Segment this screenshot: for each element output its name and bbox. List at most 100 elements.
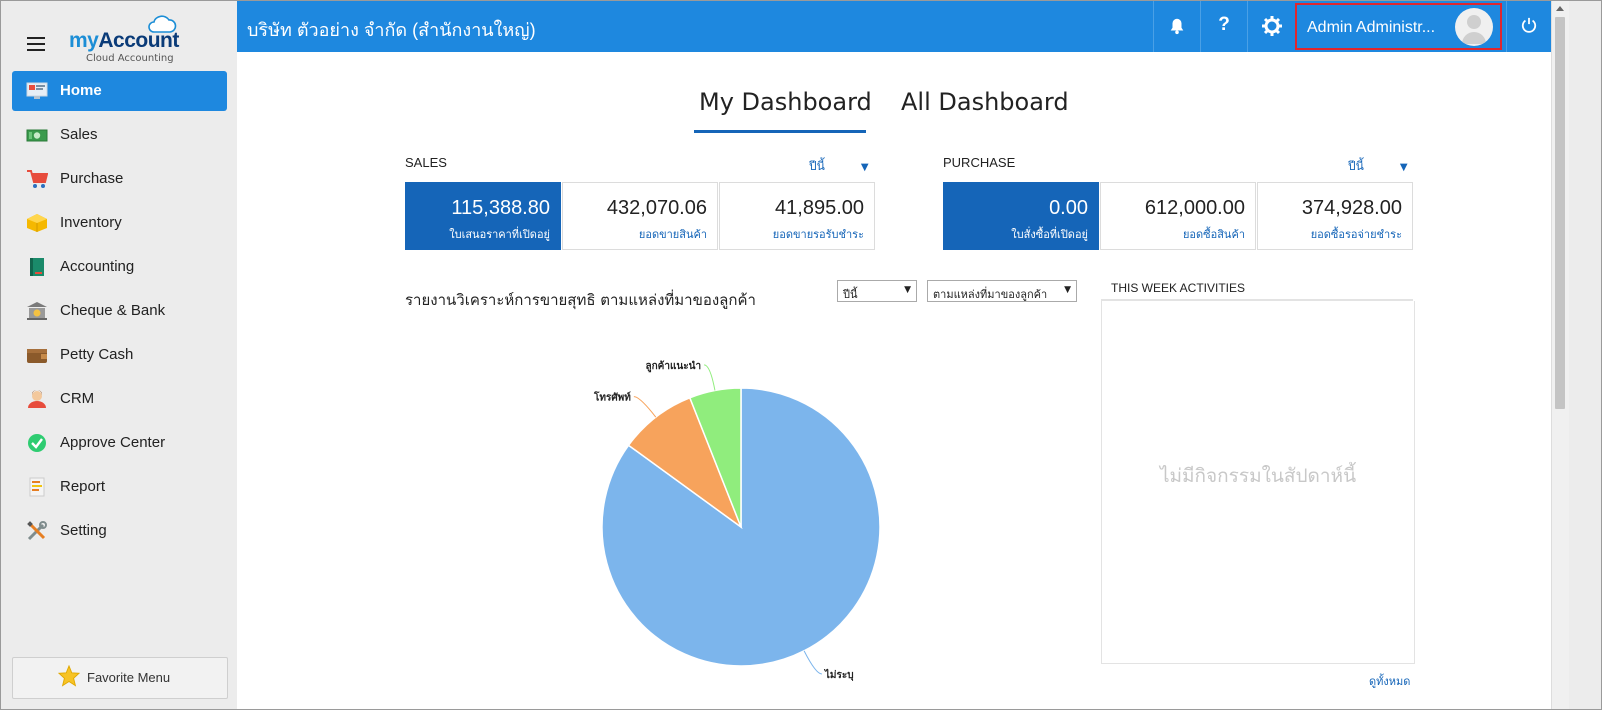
bank-icon <box>27 302 47 320</box>
shopping-cart-icon <box>27 170 48 188</box>
pie-label-connector <box>633 396 657 418</box>
sidebar-item-accounting[interactable]: Accounting <box>12 247 227 287</box>
pie-slice-label: ไม่ระบุ <box>824 668 854 681</box>
kpi-label: ยอดขายสินค้า <box>638 228 707 241</box>
purchase-period-value: ปีนี้ <box>1348 159 1364 173</box>
sidebar: myAccount Cloud Accounting Home Sales Pu… <box>1 1 237 709</box>
logo: myAccount Cloud Accounting <box>69 15 189 65</box>
pie-slice-label: ลูกค้าแนะนำ <box>645 360 701 373</box>
sidebar-item-report[interactable]: Report <box>12 467 227 507</box>
money-icon <box>26 129 48 142</box>
pie-chart: ไม่ระบุ โทรศัพท์ ลูกค้าแนะนำ <box>593 360 881 681</box>
sidebar-item-label: Cheque & Bank <box>60 302 166 319</box>
company-name: บริษัท ตัวอย่าง จำกัด (สำนักงานใหญ่) <box>247 20 536 40</box>
help-icon: ? <box>1218 14 1230 35</box>
chevron-down-icon: ▼ <box>1399 162 1408 173</box>
select-value: ปีนี้ <box>843 288 858 301</box>
user-menu[interactable]: Admin Administr... <box>1295 3 1502 50</box>
activities-panel: ไม่มีกิจกรรมในสัปดาห์นี้ <box>1101 301 1415 664</box>
sidebar-item-label: Petty Cash <box>60 346 134 363</box>
cloud-icon <box>148 15 177 33</box>
sidebar-item-label: Approve Center <box>60 434 166 451</box>
pie-label-connector <box>703 364 716 391</box>
avatar <box>1455 8 1493 46</box>
help-button[interactable]: ? <box>1200 1 1247 52</box>
kpi-label: ยอดซื้อรอจ่ายชำระ <box>1310 228 1402 241</box>
ledger-book-icon <box>30 258 44 276</box>
sidebar-item-approve-center[interactable]: Approve Center <box>12 423 227 463</box>
select-value: ตามแหล่งที่มาของลูกค้า <box>933 288 1048 301</box>
favorite-menu-label: Favorite Menu <box>87 670 171 685</box>
main-content: My Dashboard All Dashboard SALES ปีนี้ ▼ … <box>237 52 1551 709</box>
logout-button[interactable] <box>1506 1 1552 52</box>
activities-empty-message: ไม่มีกิจกรรมในสัปดาห์นี้ <box>1159 465 1357 487</box>
hamburger-menu-icon[interactable] <box>27 37 45 51</box>
pie-slice-label: โทรศัพท์ <box>593 391 631 404</box>
kpi-label: ใบเสนอราคาที่เปิดอยู่ <box>449 228 550 241</box>
tab-my-dashboard[interactable]: My Dashboard <box>699 88 872 116</box>
kpi-label: ยอดซื้อสินค้า <box>1182 228 1245 241</box>
bell-icon <box>1170 18 1184 35</box>
activities-title: THIS WEEK ACTIVITIES <box>1111 281 1246 295</box>
purchase-kpi-open-orders[interactable]: 0.00 ใบสั่งซื้อที่เปิดอยู่ <box>943 182 1099 250</box>
report-title: รายงานวิเคราะห์การขายสุทธิ ตามแหล่งที่มา… <box>405 291 756 309</box>
sidebar-item-home[interactable]: Home <box>12 71 227 111</box>
report-icon <box>29 477 45 497</box>
sales-kpi-sales-amount[interactable]: 432,070.06 ยอดขายสินค้า <box>562 182 718 250</box>
logo-subtitle: Cloud Accounting <box>86 53 174 64</box>
kpi-value: 0.00 <box>1049 197 1088 219</box>
sidebar-menu: Home Sales Purchase Inventory Accounting… <box>12 71 227 555</box>
kpi-label: ยอดขายรอรับชำระ <box>772 228 864 241</box>
notification-button[interactable] <box>1153 1 1200 52</box>
wallet-icon <box>27 349 47 363</box>
sidebar-item-crm[interactable]: CRM <box>12 379 227 419</box>
report-source-select[interactable]: ตามแหล่งที่มาของลูกค้า ▼ <box>927 280 1077 302</box>
purchase-kpi-purchase-amount[interactable]: 612,000.00 ยอดซื้อสินค้า <box>1100 182 1256 250</box>
sales-kpi-open-quotations[interactable]: 115,388.80 ใบเสนอราคาที่เปิดอยู่ <box>405 182 561 250</box>
settings-button[interactable] <box>1247 1 1294 52</box>
tools-icon <box>27 521 47 541</box>
sidebar-item-purchase[interactable]: Purchase <box>12 159 227 199</box>
star-icon <box>58 665 80 687</box>
kpi-value: 41,895.00 <box>775 197 864 219</box>
pie-slice[interactable] <box>627 396 743 530</box>
scroll-thumb[interactable] <box>1555 17 1565 409</box>
sidebar-item-setting[interactable]: Setting <box>12 511 227 551</box>
box-icon <box>27 214 47 232</box>
sidebar-item-label: Inventory <box>60 214 122 231</box>
sidebar-item-inventory[interactable]: Inventory <box>12 203 227 243</box>
chevron-down-icon: ▼ <box>1064 285 1071 295</box>
purchase-kpi-payable[interactable]: 374,928.00 ยอดซื้อรอจ่ายชำระ <box>1257 182 1413 250</box>
report-period-select[interactable]: ปีนี้ ▼ <box>837 280 917 302</box>
kpi-value: 115,388.80 <box>451 197 550 219</box>
power-icon <box>1521 17 1537 33</box>
scroll-up-arrow-icon[interactable] <box>1556 6 1564 11</box>
sidebar-item-petty-cash[interactable]: Petty Cash <box>12 335 227 375</box>
kpi-value: 612,000.00 <box>1144 197 1245 219</box>
active-tab-indicator <box>694 130 866 133</box>
sidebar-item-label: Report <box>60 478 106 495</box>
sidebar-item-label: Setting <box>60 522 107 539</box>
sales-period-dropdown[interactable]: ปีนี้ ▼ <box>809 157 869 176</box>
sidebar-item-cheque-bank[interactable]: Cheque & Bank <box>12 291 227 331</box>
activities-divider <box>1101 299 1413 301</box>
kpi-label: ใบสั่งซื้อที่เปิดอยู่ <box>1011 228 1088 241</box>
kpi-value: 432,070.06 <box>606 197 707 219</box>
sales-period-value: ปีนี้ <box>809 159 825 173</box>
top-bar: บริษัท ตัวอย่าง จำกัด (สำนักงานใหญ่) ? A… <box>237 1 1551 52</box>
kpi-value: 374,928.00 <box>1301 197 1402 219</box>
tab-all-dashboard[interactable]: All Dashboard <box>901 88 1069 116</box>
view-all-link[interactable]: ดูทั้งหมด <box>1369 675 1411 688</box>
purchase-period-dropdown[interactable]: ปีนี้ ▼ <box>1348 157 1408 176</box>
logo-text: myAccount <box>69 29 179 52</box>
favorite-menu-button[interactable]: Favorite Menu <box>12 657 228 699</box>
sidebar-item-label: Accounting <box>60 258 135 275</box>
page-scrollbar[interactable] <box>1551 1 1569 709</box>
pie-slice[interactable] <box>688 387 742 528</box>
purchase-title: PURCHASE <box>943 155 1016 170</box>
sales-kpi-receivable[interactable]: 41,895.00 ยอดขายรอรับชำระ <box>719 182 875 250</box>
sidebar-item-sales[interactable]: Sales <box>12 115 227 155</box>
gear-icon <box>1262 16 1282 36</box>
chevron-down-icon: ▼ <box>860 162 869 173</box>
